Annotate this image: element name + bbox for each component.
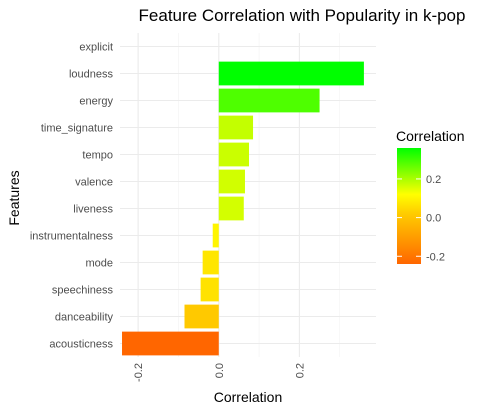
bar-valence bbox=[218, 169, 245, 194]
y-tick-label: instrumentalness bbox=[30, 231, 114, 243]
chart-title: Feature Correlation with Popularity in k… bbox=[139, 6, 466, 25]
legend: Correlation 0.2 0.0 -0.2 bbox=[396, 128, 464, 264]
y-tick-label: danceability bbox=[55, 312, 114, 324]
x-tick-label: 0.2 bbox=[294, 363, 306, 378]
legend-ticks: 0.2 0.0 -0.2 bbox=[397, 174, 445, 263]
bar-tempo bbox=[218, 142, 250, 167]
y-tick-label: tempo bbox=[82, 150, 113, 162]
grid bbox=[120, 33, 376, 357]
bar-instrumentalness bbox=[212, 223, 219, 248]
y-tick-label: liveness bbox=[73, 204, 113, 216]
legend-colorbar bbox=[397, 148, 421, 264]
y-tick-label: speechiness bbox=[52, 285, 114, 297]
bar-energy bbox=[218, 88, 320, 113]
bar-speechiness bbox=[200, 277, 219, 302]
x-tick-label: 0.0 bbox=[214, 363, 226, 378]
bar-danceability bbox=[184, 304, 219, 329]
y-tick-label: mode bbox=[85, 258, 113, 270]
bar-acousticness bbox=[122, 331, 219, 356]
y-axis-title: Features bbox=[6, 170, 22, 225]
y-tick-label: acousticness bbox=[49, 339, 113, 351]
y-tick-label: time_signature bbox=[41, 123, 113, 135]
legend-tick-label: 0.2 bbox=[426, 174, 441, 186]
legend-tick-label: -0.2 bbox=[426, 251, 445, 263]
bars bbox=[122, 61, 364, 356]
x-tick-labels: -0.2 0.0 0.2 bbox=[133, 363, 306, 382]
bar-loudness bbox=[218, 61, 364, 86]
y-tick-label: energy bbox=[79, 96, 113, 108]
bar-liveness bbox=[218, 196, 244, 221]
y-tick-label: valence bbox=[75, 177, 113, 189]
legend-tick-label: 0.0 bbox=[426, 213, 441, 225]
x-tick-label: -0.2 bbox=[133, 363, 145, 382]
y-tick-label: explicit bbox=[79, 42, 113, 54]
x-axis-title: Correlation bbox=[214, 389, 282, 405]
y-tick-labels: explicit loudness energy time_signaturetemp… bbox=[30, 42, 114, 351]
legend-title: Correlation bbox=[396, 128, 464, 144]
bar-mode bbox=[202, 250, 219, 275]
bar-time_signature bbox=[218, 115, 254, 140]
y-tick-label: loudness bbox=[69, 69, 114, 81]
